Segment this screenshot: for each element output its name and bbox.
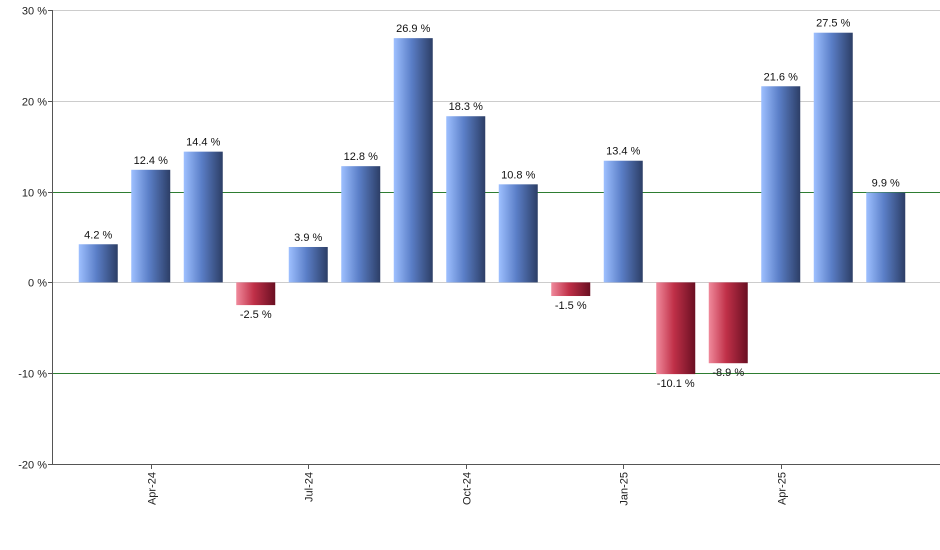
bar	[131, 169, 171, 283]
bar	[813, 32, 853, 283]
bar	[288, 246, 328, 283]
y-tick-label: -10 %	[18, 369, 47, 381]
y-tick-label: 0 %	[28, 278, 47, 290]
bar	[341, 166, 381, 283]
bar	[183, 151, 223, 283]
bar-value-label: 9.9 %	[872, 178, 900, 190]
bar-value-label: -1.5 %	[555, 300, 587, 312]
bar	[866, 192, 906, 283]
bar-value-label: 4.2 %	[84, 229, 112, 241]
x-tick-label: Oct-24	[462, 472, 474, 505]
bar-value-label: -10.1 %	[657, 378, 695, 390]
bar	[446, 116, 486, 283]
axes: -20 % -10 % 0 % 10 % 20 % 30 % Apr-24 Jul-24 Oct…	[18, 6, 940, 506]
bar-value-label: 21.6 %	[764, 71, 798, 83]
bar-value-label: 26.9 %	[396, 23, 430, 35]
bar	[498, 184, 538, 283]
x-tick-label: Apr-25	[777, 472, 789, 505]
bar	[603, 160, 643, 283]
bar	[761, 86, 801, 283]
bar-value-label: 27.5 %	[816, 18, 850, 30]
x-tick-label: Apr-24	[147, 472, 159, 505]
x-tick-label: Jul-24	[304, 472, 316, 502]
bar-value-label: 18.3 %	[449, 101, 483, 113]
y-tick-label: 10 %	[22, 188, 47, 200]
bar-value-label: 12.4 %	[134, 155, 168, 167]
bar-value-label: 13.4 %	[606, 146, 640, 158]
data-labels: 4.2 % 12.4 % 14.4 % -2.5 % 3.9 % 12.8 % 26.9 %…	[84, 18, 900, 390]
bar	[551, 282, 591, 297]
bar	[708, 282, 748, 364]
bar	[78, 244, 118, 283]
bar	[393, 38, 433, 283]
y-tick-label: 30 %	[22, 6, 47, 18]
bar	[656, 282, 696, 375]
bar	[236, 282, 276, 306]
bars	[78, 32, 906, 375]
bar-value-label: 14.4 %	[186, 137, 220, 149]
bar-value-label: 10.8 %	[501, 169, 535, 181]
y-tick-label: -20 %	[18, 460, 47, 472]
bar-value-label: 3.9 %	[294, 232, 322, 244]
bar-value-label: 12.8 %	[344, 151, 378, 163]
y-tick-label: 20 %	[22, 97, 47, 109]
x-tick-label: Jan-25	[619, 472, 631, 506]
bar-value-label: -8.9 %	[712, 367, 744, 379]
bar-value-label: -2.5 %	[240, 309, 272, 321]
